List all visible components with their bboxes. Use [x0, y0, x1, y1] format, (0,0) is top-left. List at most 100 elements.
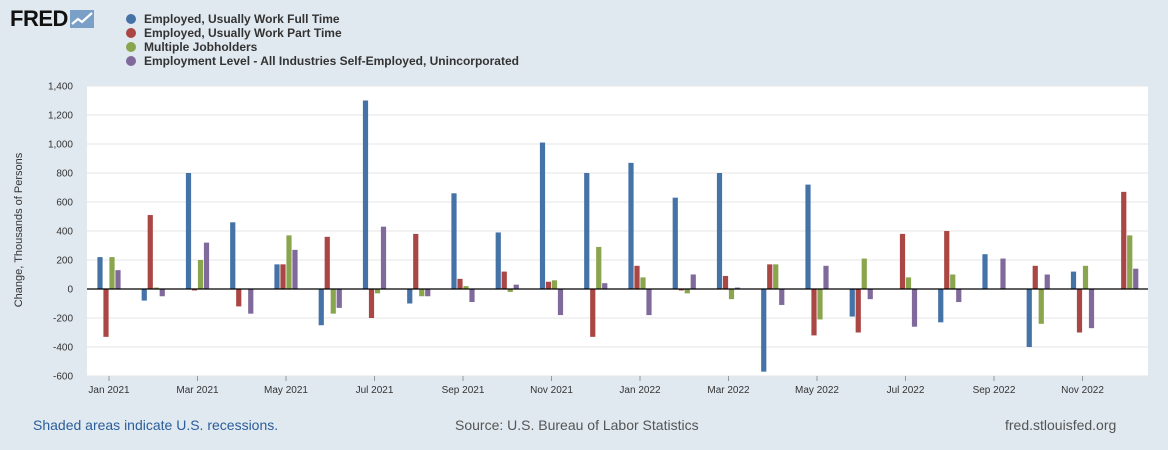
bar[interactable] [248, 289, 254, 314]
bar[interactable] [805, 184, 811, 289]
bar[interactable] [513, 284, 519, 289]
bar[interactable] [185, 173, 192, 289]
bar[interactable] [197, 260, 204, 289]
bar[interactable] [690, 274, 696, 290]
bar[interactable] [722, 275, 729, 289]
bar[interactable] [1076, 289, 1083, 333]
bar[interactable] [292, 249, 298, 289]
bar[interactable] [374, 289, 381, 294]
bar[interactable] [407, 289, 413, 304]
bar[interactable] [596, 246, 602, 289]
bar[interactable] [684, 289, 690, 294]
bar[interactable] [956, 289, 962, 303]
bar[interactable] [1133, 268, 1139, 289]
bar[interactable] [716, 173, 723, 289]
bar[interactable] [330, 289, 336, 314]
bar[interactable] [773, 264, 779, 289]
bar[interactable] [419, 289, 425, 297]
bar[interactable] [1088, 289, 1095, 329]
bar[interactable] [734, 287, 741, 289]
bar[interactable] [274, 264, 280, 289]
legend-item[interactable]: Employment Level - All Industries Self-E… [126, 54, 519, 68]
bar[interactable] [855, 289, 861, 333]
bar[interactable] [646, 289, 652, 316]
bar[interactable] [849, 289, 855, 317]
bar[interactable] [159, 289, 165, 297]
bar[interactable] [628, 162, 634, 289]
bar[interactable] [141, 289, 147, 301]
bar[interactable] [1082, 265, 1089, 289]
bar[interactable] [230, 222, 236, 289]
bar[interactable] [672, 197, 678, 289]
bar[interactable] [982, 254, 988, 289]
bar[interactable] [557, 289, 564, 316]
bar[interactable] [728, 289, 735, 300]
bar[interactable] [1127, 235, 1133, 289]
bar[interactable] [362, 100, 369, 290]
bar[interactable] [280, 264, 286, 289]
bar[interactable] [678, 289, 684, 291]
bar[interactable] [823, 265, 829, 289]
bar[interactable] [1070, 271, 1077, 289]
bar[interactable] [109, 257, 115, 289]
site-link[interactable]: fred.stlouisfed.org [1005, 417, 1117, 433]
bar[interactable] [634, 265, 640, 289]
x-axis: Jan 2021 Mar 2021 May 2021 Jul 2021 Sep 2021… [88, 376, 1104, 396]
bar[interactable] [1032, 265, 1038, 289]
bar[interactable] [469, 289, 475, 303]
bar[interactable] [1121, 191, 1127, 289]
bar[interactable] [203, 242, 210, 289]
bar[interactable] [539, 142, 546, 289]
bar[interactable] [236, 289, 242, 307]
bar[interactable] [318, 289, 324, 326]
bar[interactable] [324, 236, 330, 289]
bar[interactable] [602, 283, 608, 289]
bar[interactable] [545, 281, 552, 289]
bar[interactable] [463, 286, 469, 289]
bar[interactable] [97, 257, 103, 289]
bar[interactable] [584, 173, 590, 289]
bar[interactable] [950, 274, 956, 290]
bar[interactable] [811, 289, 817, 336]
bar[interactable] [551, 280, 558, 289]
bar[interactable] [507, 289, 513, 292]
bar[interactable] [1026, 289, 1032, 347]
bar[interactable] [286, 235, 292, 289]
bar[interactable] [767, 264, 773, 289]
bar[interactable] [153, 287, 159, 289]
bar[interactable] [867, 289, 873, 300]
bar[interactable] [944, 231, 950, 289]
bar[interactable] [147, 215, 153, 289]
bar[interactable] [817, 289, 823, 320]
bar[interactable] [501, 271, 507, 289]
bar[interactable] [413, 233, 419, 289]
bar[interactable] [457, 278, 463, 289]
bar[interactable] [779, 289, 785, 305]
bar[interactable] [1038, 289, 1044, 324]
bar[interactable] [590, 289, 596, 337]
legend-item[interactable]: Employed, Usually Work Full Time [126, 12, 519, 26]
bar[interactable] [1044, 274, 1050, 290]
bar[interactable] [899, 233, 906, 289]
legend-item[interactable]: Employed, Usually Work Part Time [126, 26, 519, 40]
x-tick-label: Nov 2021 [530, 385, 573, 396]
bar[interactable] [103, 289, 109, 337]
bar[interactable] [115, 270, 121, 289]
bar[interactable] [761, 289, 767, 372]
bar[interactable] [495, 232, 501, 289]
bar[interactable] [1000, 258, 1006, 289]
bar[interactable] [911, 289, 918, 327]
bar[interactable] [640, 277, 646, 289]
bar[interactable] [380, 226, 387, 289]
bar[interactable] [368, 289, 375, 318]
fred-logo[interactable]: FRED [10, 6, 94, 32]
bar[interactable] [336, 289, 342, 308]
bar[interactable] [905, 277, 912, 289]
bar[interactable] [938, 289, 944, 323]
bar[interactable] [451, 193, 457, 289]
bar[interactable] [425, 289, 431, 297]
bar[interactable] [191, 289, 198, 291]
x-tick-label: Jan 2021 [88, 385, 130, 396]
legend-item[interactable]: Multiple Jobholders [126, 40, 519, 54]
bar[interactable] [861, 258, 867, 289]
